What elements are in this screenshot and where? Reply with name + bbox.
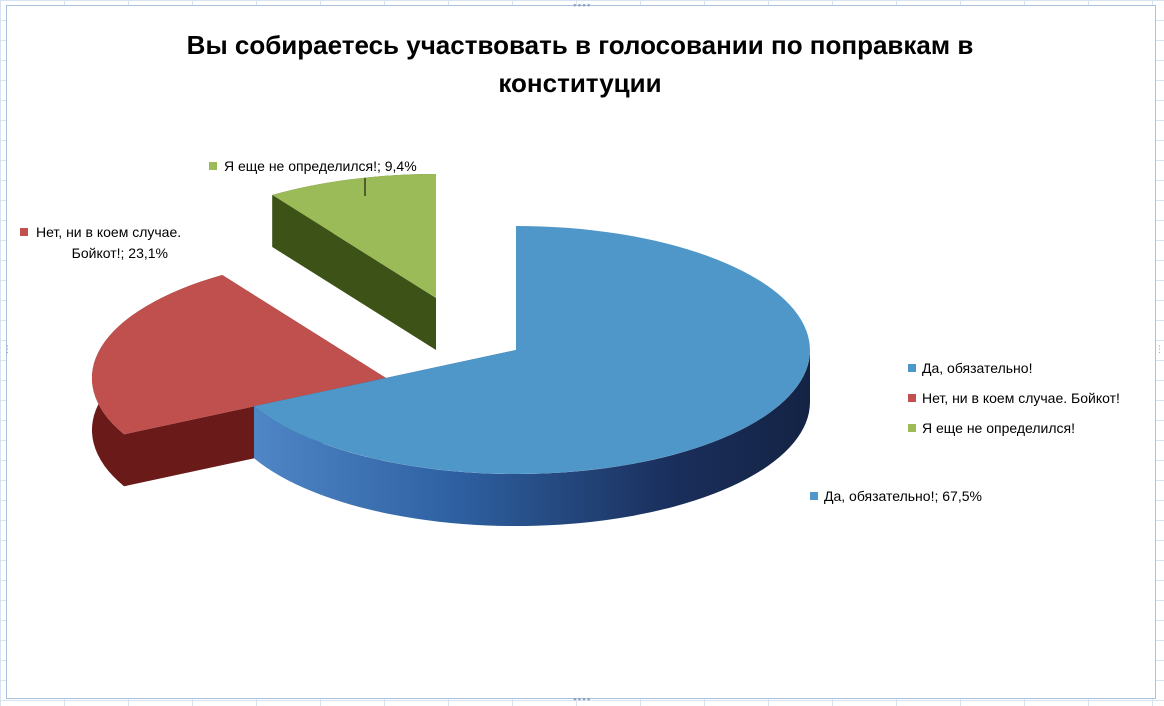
- pie-slice-2-top: [91, 275, 387, 435]
- data-label-1-marker: [810, 492, 818, 500]
- data-label-3-marker: [209, 162, 217, 170]
- data-label-2-marker: [20, 228, 28, 236]
- legend-entry-2-swatch: [908, 394, 916, 402]
- legend-entry-2: Нет, ни в коем случае. Бойкот!: [922, 390, 1120, 406]
- pie-slice-1-side-1: [254, 350, 810, 527]
- pie-slice-1: [254, 226, 810, 527]
- data-label-2-line-2: Бойкот!; 23,1%: [72, 245, 168, 261]
- data-label-2-line-1: Нет, ни в коем случае.: [36, 224, 181, 240]
- left-resize-handle[interactable]: ⋮: [3, 345, 12, 355]
- legend-entry-3: Я еще не определился!: [922, 420, 1075, 436]
- pie-slice-3: [272, 174, 436, 350]
- bottom-resize-handle[interactable]: ∙∙∙∙: [572, 695, 592, 705]
- right-resize-handle[interactable]: ⋮: [1155, 345, 1164, 355]
- legend-entry-1: Да, обязательно!: [922, 360, 1032, 376]
- pie-slice-3-top: [272, 174, 436, 298]
- legend-entry-1-swatch: [908, 364, 916, 372]
- data-label-1: Да, обязательно!; 67,5%: [824, 488, 982, 504]
- data-label-3: Я еще не определился!; 9,4%: [224, 158, 417, 174]
- pie-slice-1-top: [254, 226, 810, 474]
- top-resize-handle[interactable]: ∙∙∙∙: [572, 1, 592, 11]
- chart-title: Вы собираетесь участвовать в голосовании…: [186, 30, 974, 98]
- legend-entry-3-swatch: [908, 424, 916, 432]
